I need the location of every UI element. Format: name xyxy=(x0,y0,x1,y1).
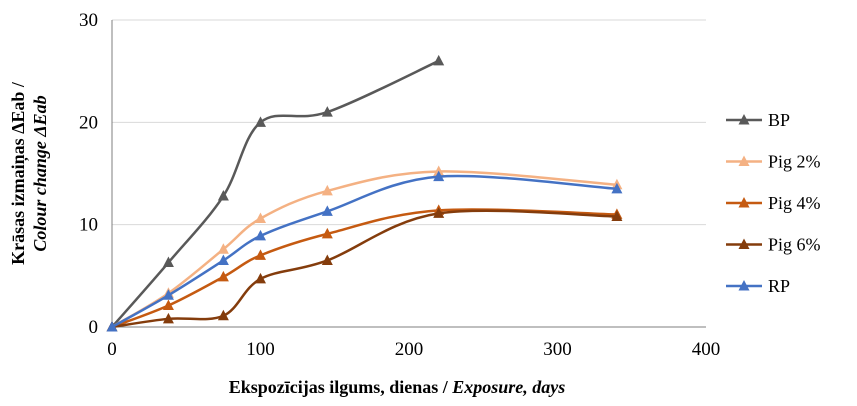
legend-item-pig-4: Pig 4% xyxy=(726,193,821,213)
data-point-rp xyxy=(106,321,118,332)
data-point-rp xyxy=(255,229,266,241)
x-tick-label: 0 xyxy=(107,339,117,360)
y-axis-title-line2: Colour change ΔEab xyxy=(30,95,50,251)
axes xyxy=(111,20,706,328)
series-pig-2 xyxy=(106,165,623,332)
legend-marker xyxy=(738,155,750,166)
data-point-bp xyxy=(217,190,229,201)
series-pig-6 xyxy=(106,207,623,332)
series-pig-4 xyxy=(106,204,623,332)
series-line-pig-2 xyxy=(111,170,617,329)
legend-marker xyxy=(738,114,750,125)
data-point-bp xyxy=(162,256,174,268)
data-point-pig-4 xyxy=(162,299,174,311)
series-rp xyxy=(106,170,623,332)
series-line-bp xyxy=(111,59,440,328)
series-line-rp xyxy=(111,174,617,329)
data-point-pig-6 xyxy=(217,309,229,321)
data-point-pig-6 xyxy=(321,254,333,265)
axis-titles: Ekspozīcijas ilgums, dienas / Exposure, … xyxy=(8,81,565,397)
y-axis-title: Krāsas izmaiņas ΔEab / Colour change ΔEab xyxy=(8,81,50,265)
data-point-pig-4 xyxy=(255,249,266,260)
data-point-bp xyxy=(433,54,445,66)
legend-label: Pig 2% xyxy=(768,152,821,172)
data-point-pig-6 xyxy=(433,207,445,218)
legend-marker xyxy=(738,197,750,208)
legend-label: RP xyxy=(768,276,790,296)
series-line-pig-6 xyxy=(111,209,617,329)
data-point-pig-6 xyxy=(255,272,266,284)
legend-item-pig-2: Pig 2% xyxy=(726,152,821,172)
data-point-rp xyxy=(433,170,445,182)
gridlines xyxy=(112,19,706,226)
x-tick-label: 200 xyxy=(395,339,424,360)
x-axis-title-part: Exposure, days xyxy=(451,377,565,397)
data-point-pig-2 xyxy=(255,212,266,224)
x-tick-label: 300 xyxy=(543,339,572,360)
series-lines xyxy=(106,54,623,332)
data-point-pig-4 xyxy=(321,227,333,239)
data-point-pig-4 xyxy=(217,270,229,282)
series-line-pig-4 xyxy=(111,208,617,329)
data-point-bp xyxy=(255,116,266,127)
legend-label: Pig 4% xyxy=(768,193,821,213)
y-tick-label: 30 xyxy=(79,10,98,31)
legend-label: BP xyxy=(768,110,790,130)
y-tick-label: 0 xyxy=(89,317,99,338)
legend: BP Pig 2% Pig 4% Pig 6% RP xyxy=(726,110,821,296)
x-tick-label: 400 xyxy=(692,339,721,360)
data-point-pig-2 xyxy=(321,184,333,196)
legend-marker xyxy=(738,280,750,291)
legend-item-pig-6: Pig 6% xyxy=(726,235,821,255)
y-axis-title-line1: Krāsas izmaiņas ΔEab / xyxy=(8,81,29,265)
series-bp xyxy=(106,54,445,332)
legend-marker xyxy=(738,238,750,249)
data-point-rp xyxy=(611,182,623,194)
x-tick-label: 100 xyxy=(246,339,275,360)
x-axis-title-part: Ekspozīcijas ilgums, dienas / xyxy=(229,377,453,397)
y-tick-label: 10 xyxy=(79,215,98,236)
legend-label: Pig 6% xyxy=(768,235,821,255)
data-point-pig-6 xyxy=(611,210,623,221)
data-point-rp xyxy=(321,205,333,216)
data-point-rp xyxy=(217,254,229,265)
y-tick-label: 20 xyxy=(79,112,98,133)
data-point-pig-6 xyxy=(162,312,174,324)
x-axis-title: Ekspozīcijas ilgums, dienas / Exposure, … xyxy=(229,377,566,397)
data-point-bp xyxy=(321,106,333,117)
data-point-rp xyxy=(162,289,174,300)
legend-item-bp: BP xyxy=(726,110,790,130)
legend-item-rp: RP xyxy=(726,276,790,296)
data-point-pig-2 xyxy=(217,243,229,254)
